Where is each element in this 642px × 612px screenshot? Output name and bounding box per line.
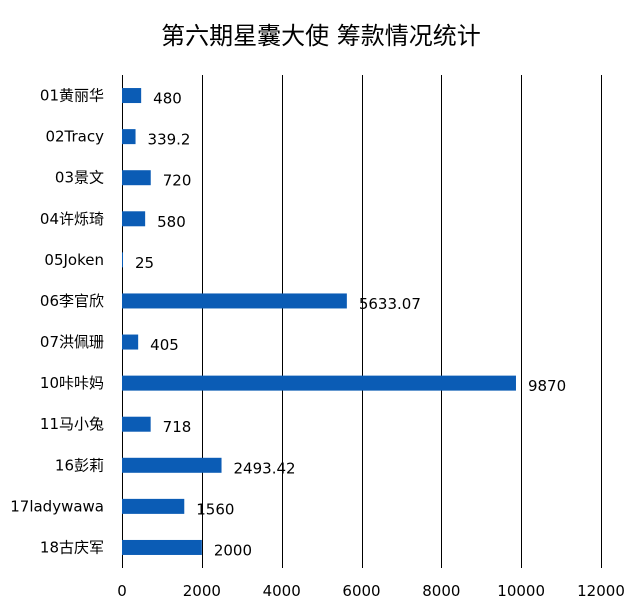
chart-title: 第六期星囊大使 筹款情况统计 bbox=[161, 22, 481, 50]
category-label: 01黄丽华 bbox=[40, 87, 104, 105]
value-label: 480 bbox=[153, 90, 182, 108]
x-tick-label: 12000 bbox=[577, 582, 625, 600]
value-label: 718 bbox=[163, 418, 192, 436]
bar bbox=[122, 252, 123, 268]
x-tick-label: 0 bbox=[117, 582, 127, 600]
bar bbox=[122, 293, 347, 309]
bars bbox=[122, 88, 516, 555]
value-label: 1560 bbox=[196, 500, 234, 518]
x-tick-label: 10000 bbox=[497, 582, 545, 600]
value-label: 405 bbox=[150, 336, 179, 354]
gridlines bbox=[122, 75, 602, 568]
bar bbox=[122, 211, 146, 227]
bar bbox=[122, 375, 516, 391]
bar bbox=[122, 334, 139, 350]
category-label: 05Joken bbox=[44, 251, 104, 269]
x-tick-label: 6000 bbox=[342, 582, 380, 600]
x-tick-label: 8000 bbox=[422, 582, 460, 600]
x-tick-label: 4000 bbox=[263, 582, 301, 600]
category-label: 03景文 bbox=[55, 169, 104, 187]
category-label: 04许烁琦 bbox=[40, 210, 104, 228]
value-label: 339.2 bbox=[148, 131, 191, 149]
x-axis-tick-labels: 0 2000 4000 6000 8000 10000 12000 bbox=[117, 582, 625, 600]
bar bbox=[122, 170, 151, 186]
value-label: 580 bbox=[157, 213, 186, 231]
category-label: 16彭莉 bbox=[55, 456, 104, 474]
value-label: 720 bbox=[163, 172, 192, 190]
bar bbox=[122, 498, 185, 514]
value-label: 25 bbox=[135, 254, 154, 272]
category-label: 06李官欣 bbox=[40, 292, 104, 310]
value-label: 2493.42 bbox=[234, 459, 296, 477]
bar bbox=[122, 457, 222, 473]
x-tick-label: 2000 bbox=[183, 582, 221, 600]
category-label: 17ladywawa bbox=[10, 497, 104, 515]
bar bbox=[122, 88, 142, 104]
bar bbox=[122, 539, 202, 555]
value-label: 5633.07 bbox=[359, 295, 421, 313]
bar bbox=[122, 416, 151, 432]
value-label: 2000 bbox=[214, 541, 252, 559]
category-label: 10咔咔妈 bbox=[40, 374, 104, 392]
category-label: 02Tracy bbox=[45, 128, 104, 146]
bar bbox=[122, 129, 136, 145]
category-label: 18古庆军 bbox=[40, 538, 104, 556]
category-label: 07洪佩珊 bbox=[40, 333, 104, 351]
category-labels: 01黄丽华 02Tracy 03景文 04许烁琦 05Joken 06李官欣 07洪佩珊 10… bbox=[10, 87, 104, 557]
value-labels: 480 339.2 720 580 25 5633.07 405 9870 718 2493.42… bbox=[135, 90, 566, 560]
value-label: 9870 bbox=[528, 377, 566, 395]
category-label: 11马小兔 bbox=[40, 415, 104, 433]
